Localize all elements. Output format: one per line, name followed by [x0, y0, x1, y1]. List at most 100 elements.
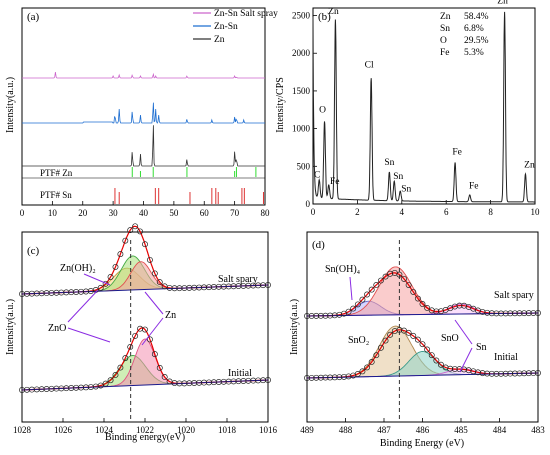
panel-c-annot-znoh2: Zn(OH)₂	[60, 263, 96, 274]
panel-d-annot-salt-spary: Salt spary	[494, 290, 534, 301]
xps-data-point	[502, 370, 509, 377]
panel-b-composition-element: Fe	[440, 48, 450, 58]
xps-data-point	[447, 365, 454, 372]
xps-data-point	[265, 377, 271, 383]
xps-data-point	[405, 329, 412, 336]
xps-data-point	[535, 310, 541, 316]
panel-b-peak-labels: C O Fe Zn Cl Sn Sn Sn Fe Fe Zn Zn	[314, 0, 535, 195]
panel-a-xtick-label: 50	[169, 208, 179, 218]
xps-data-point	[479, 308, 486, 315]
xps-data-point	[107, 377, 114, 384]
panel-b-peak-label: Sn	[401, 185, 411, 195]
panel-a-xticks: 0 10 20 30 40 50 60 70 80	[20, 201, 270, 218]
xps-data-point	[521, 370, 528, 377]
xps-data-point	[493, 370, 500, 377]
xps-data-point	[535, 370, 541, 376]
xps-xtick-label: 1022	[136, 425, 154, 435]
xps-data-point	[146, 336, 153, 343]
xps-data-point	[507, 310, 514, 317]
panel-a-xtick-label: 10	[48, 208, 58, 218]
panel-c-annot-zno: ZnO	[48, 323, 66, 334]
panel-b-peak-label: Fe	[452, 147, 462, 157]
xps-data-point	[132, 223, 139, 230]
xps-data-point	[530, 370, 537, 377]
xps-data-point	[304, 313, 310, 319]
panel-a-xtick-label: 80	[261, 208, 271, 218]
panel-a-series-1	[22, 102, 265, 124]
xps-data-point	[354, 301, 361, 308]
panel-b-ytick-label: 500	[297, 161, 311, 171]
xps-data-point	[405, 282, 412, 288]
xps-spectrum-0	[304, 266, 541, 319]
panel-d-pointer-lines	[349, 276, 473, 373]
xps-xtick-label: 485	[454, 425, 468, 435]
xps-data-point	[341, 373, 347, 380]
xps-data-point	[424, 346, 431, 353]
xps-data-point	[317, 374, 324, 381]
panel-b-eds-spectrum	[312, 11, 535, 203]
xps-data-point	[122, 237, 129, 244]
xps-data-point	[364, 291, 371, 298]
pointer-snoh4	[349, 276, 353, 301]
panel-b-composition-value: 58.4%	[464, 12, 489, 22]
panel-b-xtick-label: 8	[488, 207, 493, 217]
panel-b-peak-label: O	[319, 106, 326, 116]
xps-data-point	[461, 302, 468, 309]
xps-xtick-label: 487	[377, 425, 391, 435]
panel-b-xtick-label: 0	[311, 207, 316, 217]
panel-b-composition-element: O	[440, 36, 447, 46]
xps-data-point	[479, 370, 486, 377]
panel-d-annot-snoh4: Sn(OH)₄	[325, 264, 361, 275]
panel-b-ytick-label: 2500	[292, 11, 311, 21]
xps-data-point	[498, 310, 504, 317]
pointer-zno-bottom	[67, 327, 111, 343]
panel-b-ytick-label: 1500	[292, 86, 311, 96]
panel-b-peak-label: Sn	[384, 158, 394, 168]
panel-a-series-0	[22, 71, 265, 79]
pointer-sn-bottom	[459, 347, 473, 373]
xps-data-point	[410, 288, 417, 295]
xps-data-point	[451, 366, 458, 372]
xps-data-point	[433, 308, 440, 315]
xps-data-point	[410, 332, 417, 339]
xps-xtick-label: 1018	[218, 425, 237, 435]
xps-data-point	[156, 279, 163, 286]
xps-data-point	[304, 375, 310, 381]
panel-b-peak-label: Zn	[328, 7, 339, 17]
xps-data-point	[317, 312, 324, 319]
xps-data-point	[142, 241, 148, 248]
panel-a-xtick-label: 60	[200, 208, 210, 218]
xps-data-point	[456, 302, 463, 309]
xps-data-point	[161, 374, 168, 380]
xps-data-point	[97, 382, 104, 389]
pointer-zno-top	[67, 289, 99, 323]
xps-data-point	[507, 370, 514, 377]
panel-c-label: (c)	[27, 245, 40, 257]
xps-data-point	[107, 274, 114, 280]
xps-data-point	[511, 310, 518, 317]
panel-b-peak-label: Zn	[524, 161, 535, 171]
xps-data-point	[511, 370, 518, 377]
panel-a-label: (a)	[27, 11, 40, 23]
xps-spectrum-1	[304, 325, 541, 381]
xps-data-point	[484, 370, 491, 377]
xps-data-point	[419, 301, 426, 307]
panel-b-peak-label: Fe	[469, 182, 479, 192]
panel-b-peak-label: Zn	[497, 0, 508, 7]
panel-b-peak-label: C	[314, 170, 320, 180]
xps-xtick-label: 484	[493, 425, 507, 435]
panel-c-xticks: 1028 1026 1024 1022 1020 1018 1016	[13, 418, 278, 435]
panel-c-pointer-lines	[67, 273, 164, 346]
xps-data-point	[122, 355, 129, 362]
panel-a-xtick-label: 40	[139, 208, 149, 218]
xps-data-point	[350, 305, 357, 312]
panel-b-xtick-label: 10	[531, 207, 541, 217]
panel-b-ylabel: Intensity/CPS	[275, 77, 286, 133]
xps-data-point	[428, 307, 435, 314]
xps-data-point	[484, 309, 491, 316]
xps-data-point	[308, 312, 315, 319]
panel-b-frame	[312, 7, 536, 205]
panel-b-xticks: 0 2 4 6 8 10	[311, 200, 540, 217]
xps-xtick-label: 483	[531, 425, 545, 435]
xps-data-point	[387, 270, 394, 277]
